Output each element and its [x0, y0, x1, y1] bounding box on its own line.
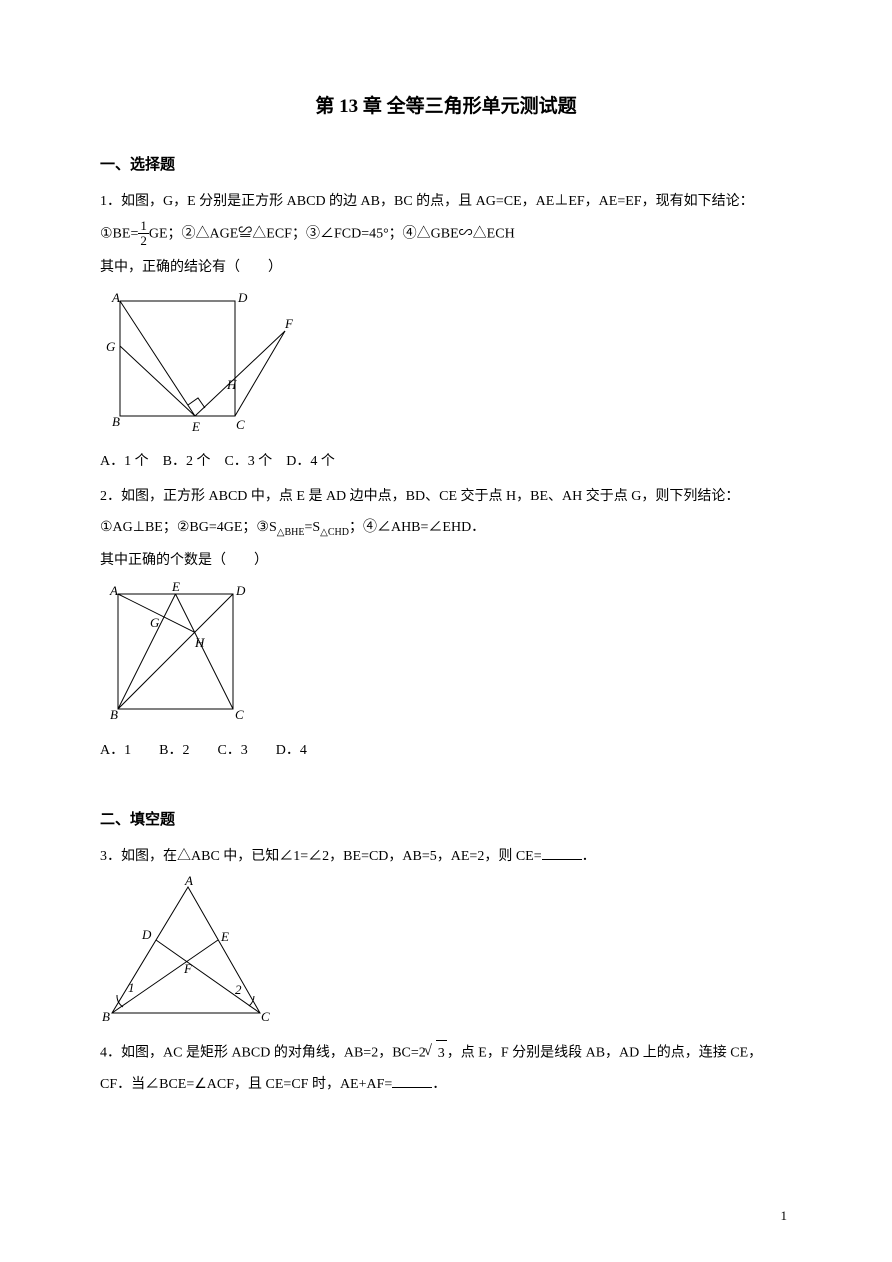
- q2-stem2: ①AG⊥BE；②BG=4GE；③S△BHE=S△CHD；④∠AHB=∠EHD．: [100, 515, 792, 542]
- svg-text:F: F: [284, 316, 294, 331]
- section-choice-heading: 一、选择题: [100, 152, 792, 179]
- q1-fraction: 12: [138, 219, 149, 247]
- q1-figure: A D B C G E F H: [100, 286, 792, 445]
- q4-mid: ，点 E，F 分别是线段 AB，AD 上的点，连接 CE，: [447, 1045, 762, 1060]
- q2-sub2: △CHD: [320, 527, 349, 538]
- q3-figure: A B C D E F 1 2: [100, 875, 792, 1034]
- q1-stem2: ①BE=12GE；②△AGE≌△ECF；③∠FCD=45°；④△GBE∽△ECH: [100, 220, 792, 248]
- svg-text:C: C: [261, 1009, 270, 1024]
- svg-text:D: D: [237, 290, 248, 305]
- q2-stem3: 其中正确的个数是（ ）: [100, 548, 792, 573]
- svg-text:H: H: [194, 635, 205, 650]
- svg-text:B: B: [102, 1009, 110, 1024]
- q2-stem1: 2．如图，正方形 ABCD 中，点 E 是 AD 边中点，BD、CE 交于点 H…: [100, 484, 792, 509]
- svg-text:H: H: [226, 377, 237, 392]
- q3-post: ．: [582, 849, 596, 864]
- page: 第 13 章 全等三角形单元测试题 一、选择题 1．如图，G，E 分别是正方形 …: [0, 0, 892, 1262]
- svg-text:C: C: [235, 707, 244, 722]
- svg-text:B: B: [112, 414, 120, 429]
- svg-text:A: A: [109, 583, 118, 598]
- svg-text:E: E: [220, 929, 229, 944]
- q1-stem2-post: GE；②△AGE≌△ECF；③∠FCD=45°；④△GBE∽△ECH: [149, 227, 515, 242]
- q4-pre: 4．如图，AC 是矩形 ABCD 的对角线，AB=2，BC=2: [100, 1045, 426, 1060]
- svg-text:2: 2: [235, 982, 242, 997]
- q4-rad: 3: [436, 1040, 447, 1066]
- svg-text:D: D: [141, 927, 152, 942]
- svg-text:E: E: [191, 419, 200, 434]
- svg-text:C: C: [236, 417, 245, 432]
- svg-text:G: G: [150, 615, 160, 630]
- q4-sqrt: 3: [426, 1040, 447, 1066]
- q1-stem2-pre: ①BE=: [100, 227, 138, 242]
- svg-text:1: 1: [128, 980, 135, 995]
- svg-text:B: B: [110, 707, 118, 722]
- q2-eq: =S: [304, 520, 320, 535]
- q2-sub1: △BHE: [277, 527, 305, 538]
- svg-text:F: F: [183, 961, 193, 976]
- page-number: 1: [781, 1204, 788, 1227]
- q4-line1: 4．如图，AC 是矩形 ABCD 的对角线，AB=2，BC=2 3，点 E，F 分…: [100, 1040, 792, 1066]
- svg-text:G: G: [106, 339, 116, 354]
- q3-stem: 3．如图，在△ABC 中，已知∠1=∠2，BE=CD，AB=5，AE=2，则 C…: [100, 844, 792, 869]
- q4-line2: CF．当∠BCE=∠ACF，且 CE=CF 时，AE+AF= ．: [100, 1072, 792, 1097]
- q2-choices: A．1 B．2 C．3 D．4: [100, 738, 792, 763]
- q4-l2pre: CF．当∠BCE=∠ACF，且 CE=CF 时，AE+AF=: [100, 1077, 392, 1092]
- q1-choices: A．1 个 B．2 个 C．3 个 D．4 个: [100, 449, 792, 474]
- q4-blank: [392, 1073, 432, 1088]
- q4-l2post: ．: [432, 1077, 446, 1092]
- q2-s2a: ①AG⊥BE；②BG=4GE；③S: [100, 520, 277, 535]
- q1-stem3: 其中，正确的结论有（ ）: [100, 255, 792, 280]
- q2-s2b: ；④∠AHB=∠EHD．: [349, 520, 485, 535]
- section-fill-heading: 二、填空题: [100, 807, 792, 834]
- q3-pre: 3．如图，在△ABC 中，已知∠1=∠2，BE=CD，AB=5，AE=2，则 C…: [100, 849, 542, 864]
- q3-blank: [542, 845, 582, 860]
- q2-figure: A D B C E G H: [100, 579, 792, 733]
- page-title: 第 13 章 全等三角形单元测试题: [100, 90, 792, 124]
- q1-stem1: 1．如图，G，E 分别是正方形 ABCD 的边 AB，BC 的点，且 AG=CE…: [100, 189, 792, 214]
- q1-frac-den: 2: [138, 234, 149, 248]
- svg-text:A: A: [184, 875, 193, 888]
- q1-frac-num: 1: [138, 219, 149, 234]
- svg-text:E: E: [171, 579, 180, 594]
- svg-text:A: A: [111, 290, 120, 305]
- spacer: [100, 773, 792, 789]
- svg-text:D: D: [235, 583, 246, 598]
